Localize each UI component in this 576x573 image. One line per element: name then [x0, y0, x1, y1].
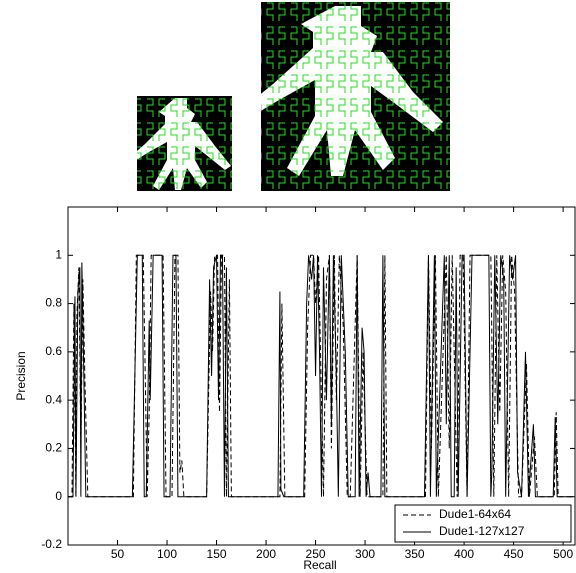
- y-tick-label: 0.6: [45, 344, 62, 358]
- y-tick-label: 1: [55, 247, 62, 261]
- series-line: [68, 255, 573, 496]
- x-tick-label: 450: [504, 547, 524, 561]
- large-image: [241, 2, 450, 191]
- x-axis-label: Recall: [303, 558, 336, 572]
- y-tick-label: 0: [55, 489, 62, 503]
- y-tick-label: -0.2: [41, 537, 62, 551]
- small-image: [129, 96, 232, 191]
- x-tick-label: 100: [157, 547, 177, 561]
- y-tick-label: 0.8: [45, 296, 62, 310]
- x-tick-label: 300: [355, 547, 375, 561]
- y-axis-label: Precision: [14, 351, 28, 400]
- x-tick-label: 500: [553, 547, 573, 561]
- x-tick-label: 50: [111, 547, 125, 561]
- x-tick-label: 150: [207, 547, 227, 561]
- x-tick-label: 350: [405, 547, 425, 561]
- y-tick-label: 0.4: [45, 392, 62, 406]
- x-tick-label: 200: [256, 547, 276, 561]
- legend-label: Dude1-127x127: [439, 524, 525, 538]
- legend-label: Dude1-64x64: [439, 507, 511, 521]
- y-tick-label: 0.2: [45, 441, 62, 455]
- x-tick-label: 400: [454, 547, 474, 561]
- page: 50100150200250300350400450500-0.200.20.4…: [0, 0, 576, 573]
